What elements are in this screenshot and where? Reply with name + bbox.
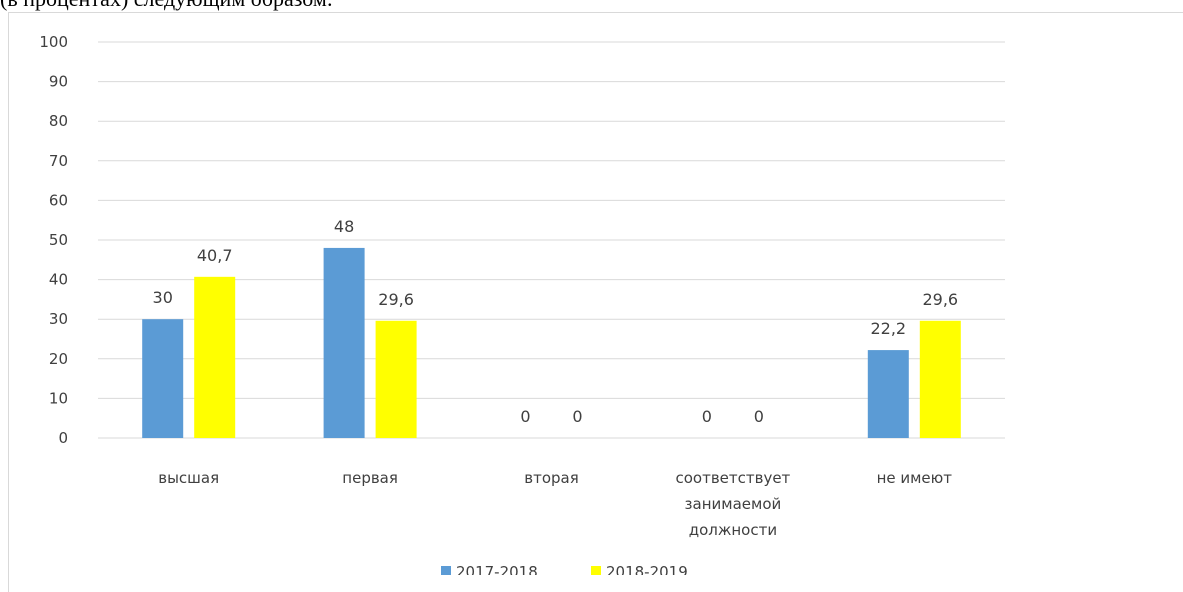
data-label: 0 [572, 407, 582, 426]
legend-label: 2018-2019 [606, 563, 688, 575]
bar-2018-2019 [919, 320, 961, 438]
y-tick-label: 90 [49, 73, 68, 91]
y-tick-label: 80 [49, 112, 68, 130]
y-tick-label: 20 [49, 350, 68, 368]
y-tick-label: 70 [49, 152, 68, 170]
y-tick-label: 100 [39, 33, 68, 51]
chart-area [8, 12, 1183, 592]
legend-swatch [591, 566, 601, 575]
bar-chart: 0 10 20 30 40 50 60 70 80 90 100 30 40,7 48 29,6 0 0 0 0 2… [39, 33, 1005, 575]
data-label: 48 [334, 217, 354, 236]
data-label: 29,6 [378, 290, 414, 309]
bars [142, 247, 961, 438]
y-tick-label: 0 [58, 429, 68, 447]
bar-2017-2018 [867, 350, 909, 438]
bar-2018-2019 [375, 320, 417, 438]
data-label: 40,7 [197, 246, 233, 265]
x-axis-categories: высшая первая вторая соответствует занимаемо… [158, 469, 952, 539]
y-tick-label: 60 [49, 191, 68, 209]
category-label: высшая [158, 469, 219, 487]
data-label: 30 [153, 288, 173, 307]
bar-2017-2018 [142, 319, 184, 438]
gridlines [98, 41, 1005, 439]
legend: 2017-2018 2018-2019 [441, 563, 688, 575]
y-tick-label: 40 [49, 271, 68, 289]
data-label: 22,2 [870, 319, 906, 338]
page-heading-fragment: (в процентах) следующим образом: [0, 0, 333, 12]
y-tick-label: 50 [49, 231, 68, 249]
bar-2018-2019 [194, 276, 236, 438]
data-labels: 30 40,7 48 29,6 0 0 0 0 22,2 29,6 [153, 217, 959, 426]
legend-label: 2017-2018 [456, 563, 538, 575]
bar-2017-2018 [323, 247, 365, 438]
y-tick-label: 10 [49, 389, 68, 407]
data-label: 0 [520, 407, 530, 426]
data-label: 0 [702, 407, 712, 426]
category-label: соответствует занимаемой должности [675, 469, 790, 539]
y-tick-label: 30 [49, 310, 68, 328]
data-label: 0 [754, 407, 764, 426]
data-label: 29,6 [922, 290, 958, 309]
category-label: первая [342, 469, 398, 487]
y-axis-ticks: 0 10 20 30 40 50 60 70 80 90 100 [39, 33, 68, 447]
category-label: вторая [524, 469, 579, 487]
category-label: не имеют [877, 469, 953, 487]
legend-swatch [441, 566, 451, 575]
